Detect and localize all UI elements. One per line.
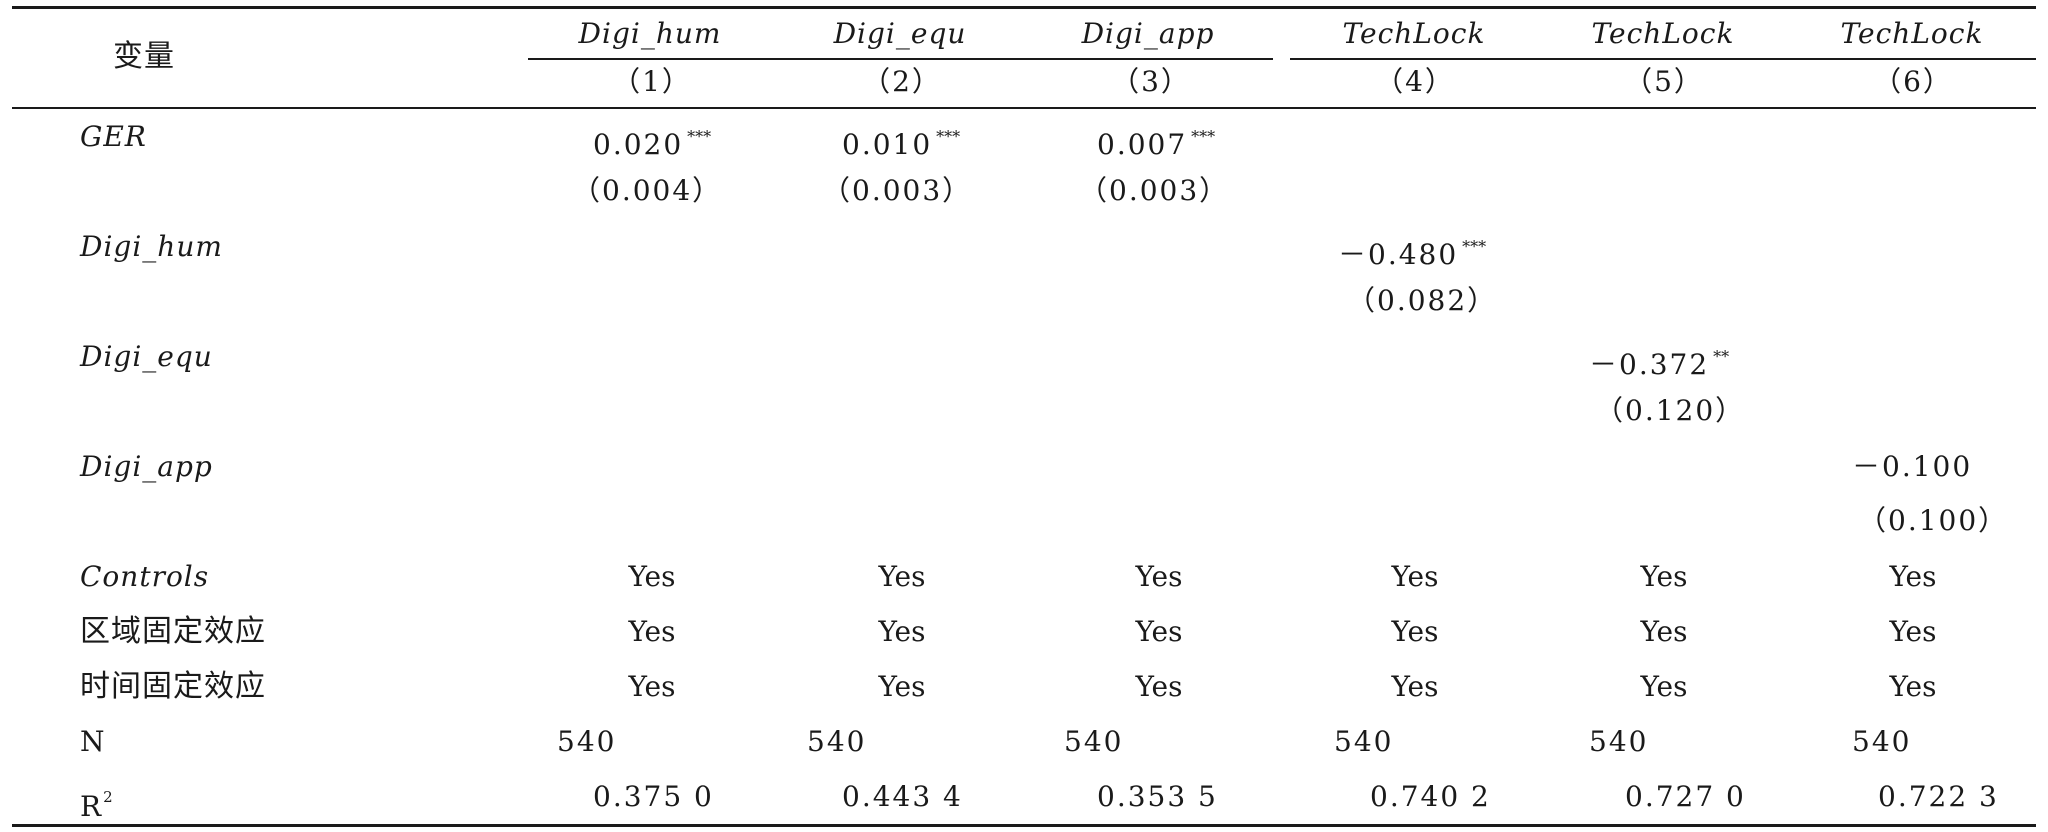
row-label-time-fe: 时间固定效应 [80, 669, 266, 704]
group-rule-right [1290, 58, 2036, 60]
r2-superscript: 2 [103, 788, 113, 806]
controls-cell: Yes [628, 560, 676, 593]
controls-cell: Yes [1640, 560, 1688, 593]
region-fe-cell: Yes [628, 615, 676, 648]
coefficient-cell: －0.372 ** [1589, 347, 1730, 381]
dep-var-header: TechLock [1840, 17, 1984, 50]
r2-cell: 0.727 0 [1625, 780, 1746, 813]
dep-var-header: Digi_equ [833, 17, 967, 50]
row-label-n: N [80, 725, 105, 758]
region-fe-cell: Yes [1391, 615, 1439, 648]
coefficient-cell: 0.010 *** [842, 127, 961, 161]
r2-cell: 0.722 3 [1878, 780, 1999, 813]
n-cell: 540 [1852, 725, 1912, 758]
controls-cell: Yes [1135, 560, 1183, 593]
n-cell: 540 [557, 725, 617, 758]
variable-header: 变量 [113, 39, 175, 74]
row-label-digi-hum: Digi_hum [80, 230, 223, 263]
column-number: （5） [1624, 65, 1704, 98]
row-label-ger: GER [80, 120, 147, 153]
std-error-cell: （0.082） [1347, 284, 1498, 317]
time-fe-cell: Yes [1391, 670, 1439, 703]
coefficient-cell: 0.020 *** [593, 127, 712, 161]
column-number: （1） [612, 65, 692, 98]
std-error-cell: （0.004） [572, 174, 723, 207]
n-cell: 540 [1334, 725, 1394, 758]
time-fe-cell: Yes [1889, 670, 1937, 703]
time-fe-cell: Yes [878, 670, 926, 703]
time-fe-cell: Yes [628, 670, 676, 703]
r2-cell: 0.740 2 [1370, 780, 1491, 813]
controls-cell: Yes [1889, 560, 1937, 593]
std-error-cell: （0.120） [1595, 394, 1746, 427]
n-cell: 540 [1589, 725, 1649, 758]
controls-cell: Yes [1391, 560, 1439, 593]
row-label-digi-app: Digi_app [80, 450, 213, 483]
significance-stars: ** [1713, 347, 1730, 366]
dep-var-header: TechLock [1591, 17, 1735, 50]
column-number: （3） [1111, 65, 1191, 98]
r2-cell: 0.443 4 [842, 780, 963, 813]
column-number: （4） [1375, 65, 1455, 98]
significance-stars: *** [936, 127, 961, 146]
r2-cell: 0.375 0 [593, 780, 714, 813]
coefficient-cell: 0.007 *** [1097, 127, 1216, 161]
controls-cell: Yes [878, 560, 926, 593]
column-number: （2） [862, 65, 942, 98]
dep-var-header: Digi_hum [578, 17, 722, 50]
row-label-digi-equ: Digi_equ [80, 340, 213, 373]
group-rule-left [528, 58, 1273, 60]
region-fe-cell: Yes [878, 615, 926, 648]
std-error-cell: （0.100） [1858, 504, 2009, 537]
coefficient-cell: －0.480 *** [1338, 237, 1487, 271]
significance-stars: *** [1191, 127, 1216, 146]
column-number: （6） [1873, 65, 1953, 98]
time-fe-cell: Yes [1135, 670, 1183, 703]
row-label-region-fe: 区域固定效应 [80, 614, 266, 649]
significance-stars: *** [1462, 237, 1487, 256]
header-rule [12, 107, 2036, 109]
dep-var-header: TechLock [1342, 17, 1486, 50]
region-fe-cell: Yes [1640, 615, 1688, 648]
coefficient-cell: －0.100 [1852, 450, 1973, 483]
n-cell: 540 [1064, 725, 1124, 758]
bottom-rule [12, 824, 2036, 827]
std-error-cell: （0.003） [822, 174, 973, 207]
r2-cell: 0.353 5 [1097, 780, 1218, 813]
top-rule [12, 6, 2036, 9]
dep-var-header: Digi_app [1081, 17, 1215, 50]
n-cell: 540 [807, 725, 867, 758]
significance-stars: *** [687, 127, 712, 146]
time-fe-cell: Yes [1640, 670, 1688, 703]
region-fe-cell: Yes [1135, 615, 1183, 648]
std-error-cell: （0.003） [1079, 174, 1230, 207]
region-fe-cell: Yes [1889, 615, 1937, 648]
row-label-controls: Controls [80, 560, 210, 593]
